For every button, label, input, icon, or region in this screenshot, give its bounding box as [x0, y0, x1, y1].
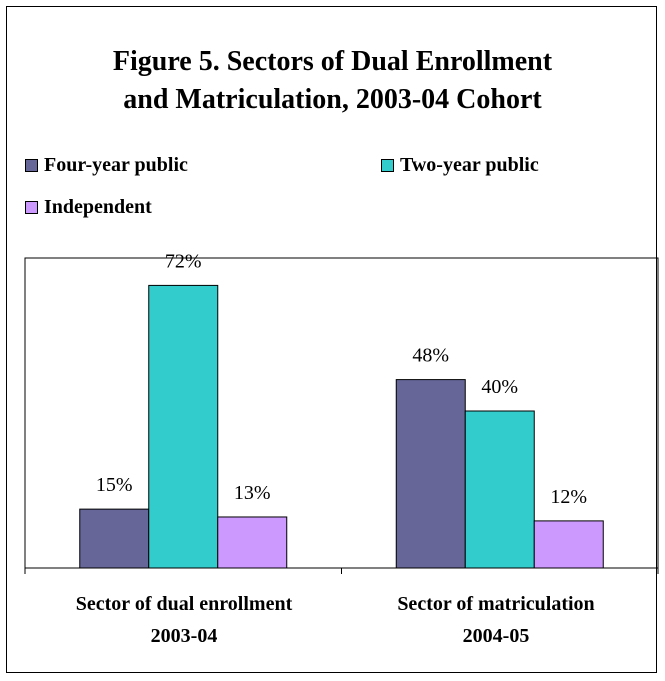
- legend-swatch-two-year-public: [381, 159, 394, 172]
- category-label-line1: Sector of dual enrollment: [75, 593, 293, 615]
- data-label: 15%: [96, 474, 133, 496]
- legend-swatch-independent: [25, 201, 38, 214]
- data-label: 13%: [234, 482, 271, 504]
- chart-title-line2: and Matriculation, 2003-04 Cohort: [123, 84, 542, 115]
- legend-label-two-year-public: Two-year public: [400, 154, 539, 176]
- bar: [395, 379, 466, 569]
- legend-swatch-four-year-public: [25, 159, 38, 172]
- data-label: 40%: [481, 376, 518, 398]
- legend-item-two-year-public: Two-year public: [381, 154, 539, 177]
- data-label: 48%: [412, 345, 449, 367]
- bar: [464, 410, 535, 569]
- category-label-line2: 2003-04: [150, 625, 218, 647]
- chart-title-line1: Figure 5. Sectors of Dual Enrollment: [112, 46, 553, 77]
- category-label-matriculation: Sector of matriculation 2004-05: [336, 588, 656, 652]
- bar: [79, 508, 150, 569]
- category-label-line1: Sector of matriculation: [397, 593, 595, 615]
- legend-label-four-year-public: Four-year public: [44, 154, 188, 176]
- bar: [217, 516, 288, 569]
- data-label: 12%: [550, 486, 587, 508]
- bar: [148, 284, 219, 569]
- category-label-dual-enrollment: Sector of dual enrollment 2003-04: [24, 588, 344, 652]
- bar: [533, 520, 604, 569]
- legend-item-independent: Independent: [25, 196, 152, 219]
- data-label: 72%: [165, 250, 202, 272]
- legend-item-four-year-public: Four-year public: [25, 154, 188, 177]
- category-label-line2: 2004-05: [462, 625, 530, 647]
- legend-label-independent: Independent: [44, 196, 152, 218]
- chart-title: Figure 5. Sectors of Dual Enrollment and…: [7, 43, 658, 119]
